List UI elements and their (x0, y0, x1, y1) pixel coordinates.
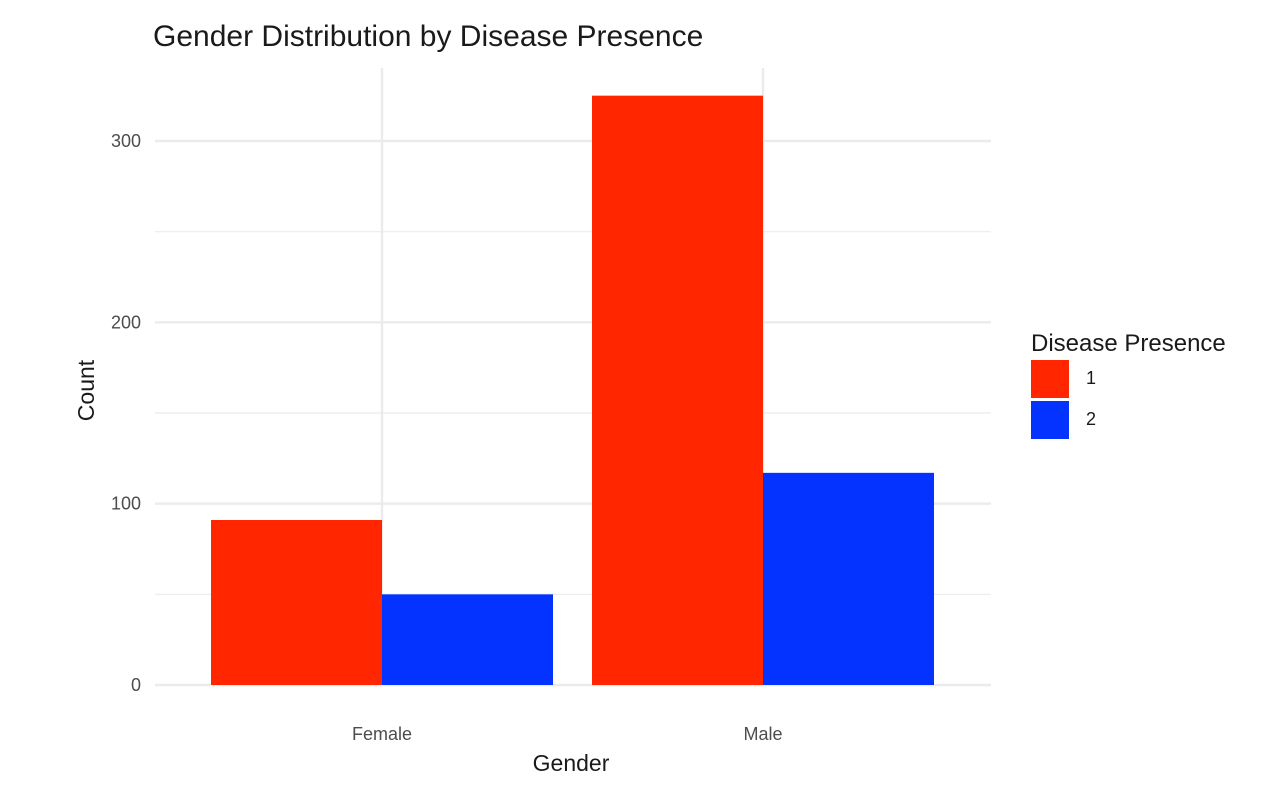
y-axis-title: Count (73, 359, 99, 421)
legend: Disease Presence 1 2 (1031, 330, 1226, 440)
bar-female-series-2 (382, 594, 553, 685)
x-axis-title: Gender (533, 750, 610, 776)
legend-label-2: 2 (1086, 409, 1097, 429)
legend-label-1: 1 (1086, 368, 1097, 388)
x-tick-labels: Female Male (352, 724, 783, 744)
y-tick-label: 0 (131, 675, 141, 695)
legend-swatch-2 (1031, 400, 1069, 439)
x-tick-label: Male (743, 724, 782, 744)
legend-item-1: 1 (1031, 358, 1226, 399)
y-tick-label: 100 (111, 494, 141, 514)
y-tick-label: 300 (111, 131, 141, 151)
legend-swatch-1 (1031, 359, 1069, 398)
bars (211, 95, 934, 685)
legend-title: Disease Presence (1031, 330, 1226, 357)
y-tick-labels: 0 100 200 300 (111, 131, 141, 695)
bar-male-series-2 (763, 472, 934, 685)
bar-female-series-1 (211, 519, 382, 685)
y-tick-label: 200 (111, 312, 141, 332)
legend-item-2: 2 (1031, 399, 1226, 440)
bar-male-series-1 (592, 95, 763, 685)
chart-title: Gender Distribution by Disease Presence (153, 20, 704, 53)
x-tick-label: Female (352, 724, 412, 744)
